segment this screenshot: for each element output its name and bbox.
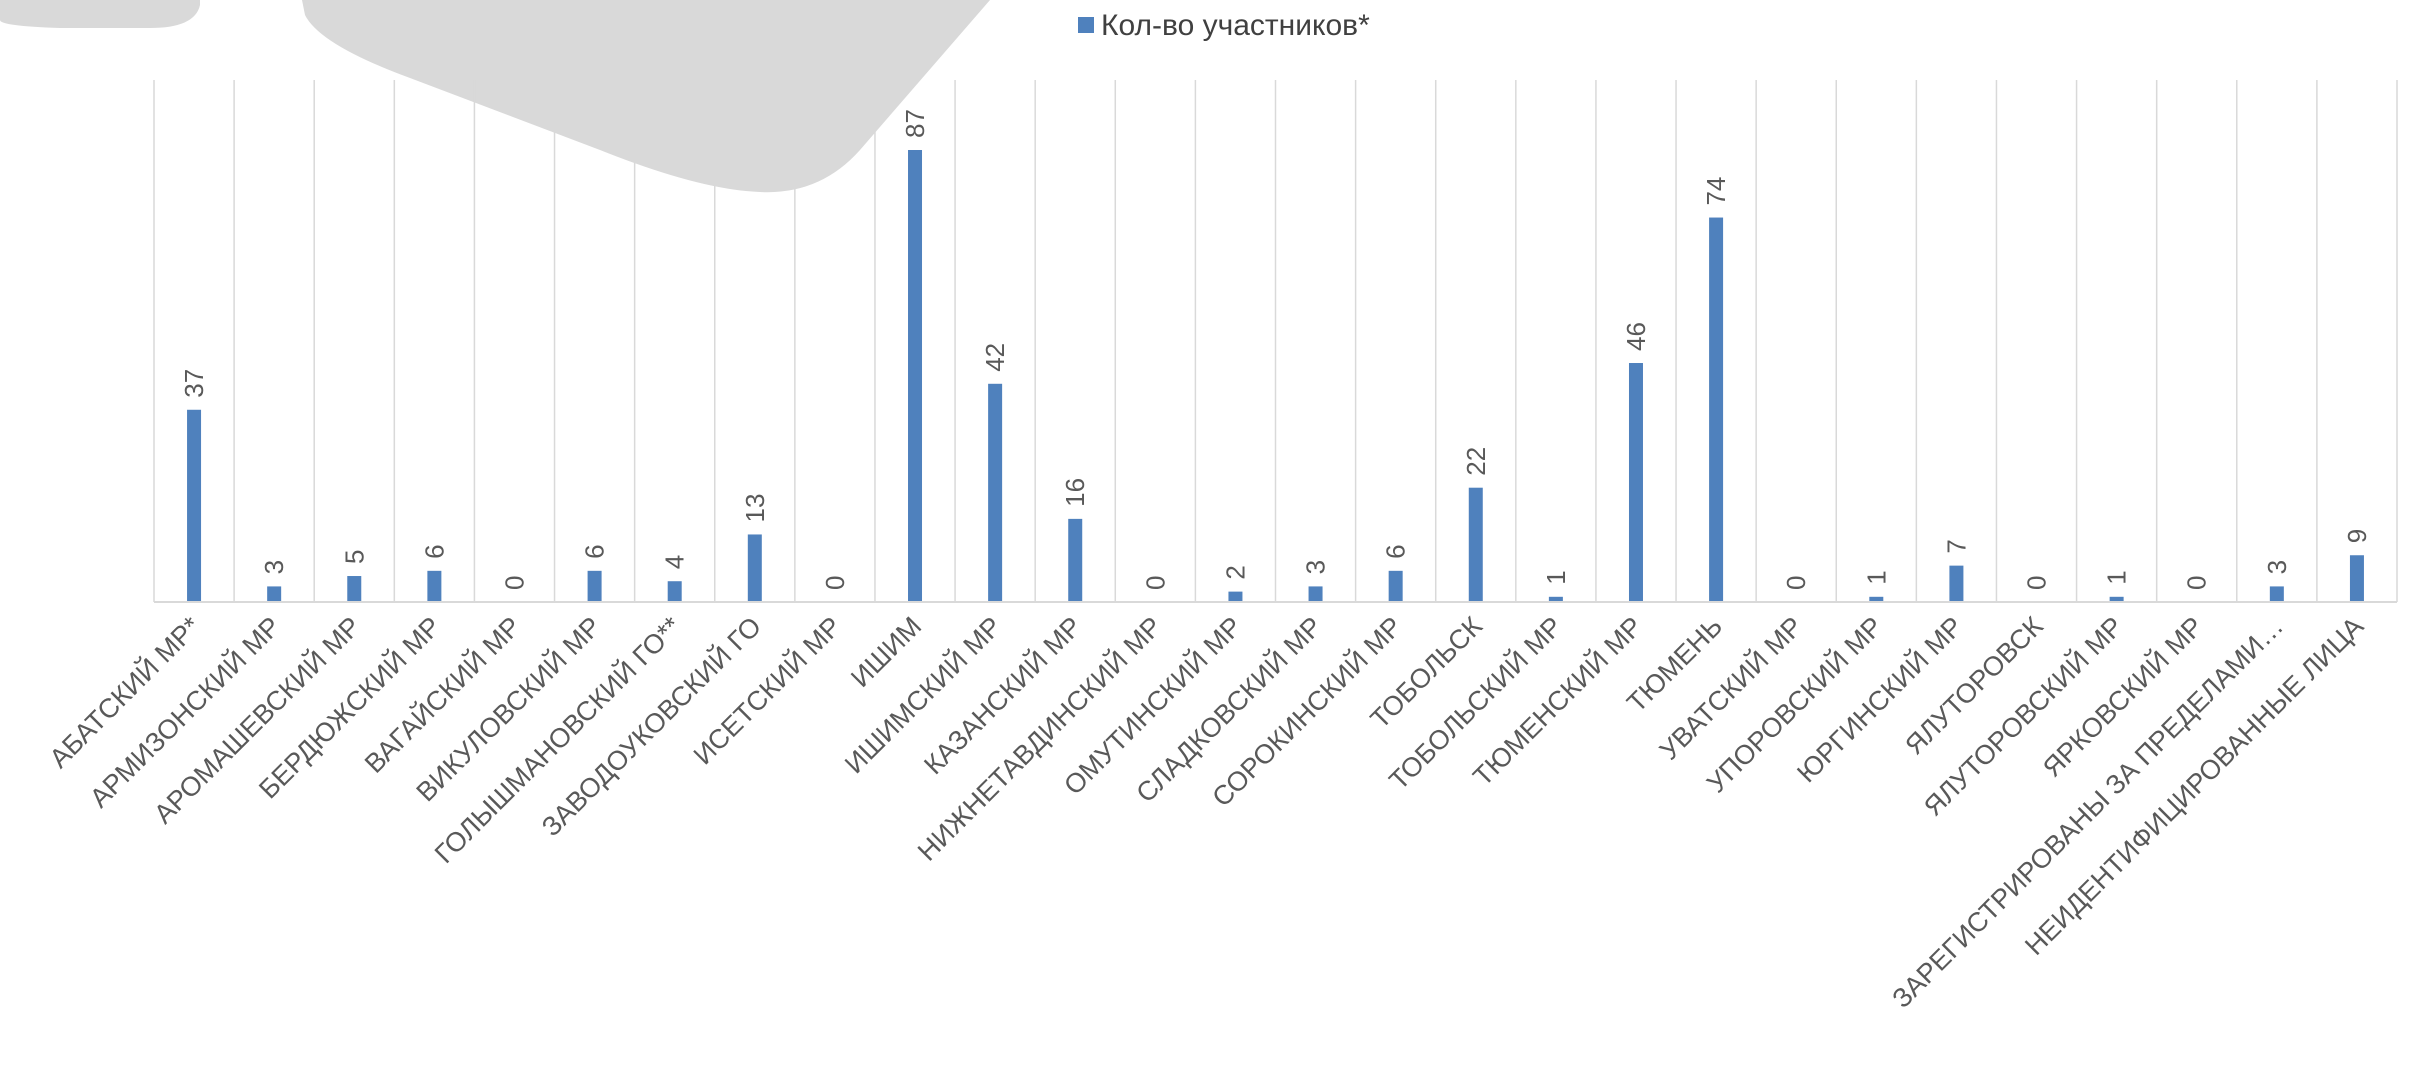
data-label: 1 [2102, 570, 2132, 584]
legend-label: Кол-во участников* [1101, 9, 1370, 42]
data-label: 13 [740, 494, 770, 523]
bar [1388, 570, 1403, 602]
bar [1709, 217, 1724, 603]
data-label: 9 [2342, 529, 2372, 543]
bar [667, 581, 682, 602]
data-label: 22 [1461, 447, 1491, 476]
x-tick-label: ИШИМ [845, 611, 927, 693]
data-label: 0 [499, 576, 529, 590]
data-label: 0 [2022, 576, 2052, 590]
legend: Кол-во участников* [1078, 9, 1370, 42]
data-labels: 37 3 5 6 0 6 4 13 0 87 42 16 0 2 3 6 22 1 46 74 0 1 7 0 1 0 3 9 [179, 109, 2372, 590]
data-label: 5 [339, 550, 369, 564]
bar [2349, 555, 2364, 602]
x-tick-label: АБАТСКИЙ МР* [43, 610, 207, 774]
data-label: 87 [900, 109, 930, 138]
bar [587, 570, 602, 602]
gridlines [153, 80, 2398, 602]
bar [1548, 596, 1563, 602]
data-label: 0 [2182, 576, 2212, 590]
data-label: 16 [1060, 478, 1090, 507]
data-label: 2 [1220, 565, 1250, 579]
data-label: 1 [1541, 570, 1571, 584]
bar [2269, 586, 2284, 602]
bar [1869, 596, 1884, 602]
bar [908, 150, 923, 602]
bars [187, 150, 2364, 603]
bar [988, 383, 1003, 602]
data-label: 46 [1621, 322, 1651, 351]
bar [2109, 596, 2124, 602]
legend-swatch [1078, 17, 1094, 33]
bar [267, 586, 282, 602]
data-label: 37 [179, 369, 209, 398]
data-label: 0 [820, 576, 850, 590]
data-label: 0 [1140, 576, 1170, 590]
bar [1628, 363, 1643, 602]
data-label: 42 [980, 343, 1010, 372]
x-tick-label: ЯЛУТОРОВСК [1899, 611, 2049, 761]
data-label: 6 [580, 544, 610, 558]
bar [747, 534, 762, 602]
data-label: 74 [1701, 177, 1731, 206]
x-tick-label: ИСЕТСКИЙ МР [687, 610, 847, 770]
data-label: 6 [1381, 544, 1411, 558]
bar [1228, 591, 1243, 602]
bar [1468, 487, 1483, 602]
decor-shape-left [0, 0, 200, 28]
data-label: 7 [1941, 539, 1971, 553]
data-label: 4 [660, 555, 690, 569]
data-label: 0 [1781, 576, 1811, 590]
decor-shape-center [302, 0, 990, 193]
background-decoration [0, 0, 990, 193]
data-label: 3 [259, 560, 289, 574]
bar [347, 576, 362, 602]
bar [1949, 565, 1964, 602]
data-label: 1 [1861, 570, 1891, 584]
bar [1308, 586, 1323, 602]
data-label: 6 [419, 544, 449, 558]
data-label: 3 [2262, 560, 2292, 574]
x-tick-label: УВАТСКИЙ МР [1653, 610, 1808, 765]
bar [1068, 518, 1083, 602]
data-label: 3 [1301, 560, 1331, 574]
bar [427, 570, 442, 602]
bar [187, 409, 202, 602]
